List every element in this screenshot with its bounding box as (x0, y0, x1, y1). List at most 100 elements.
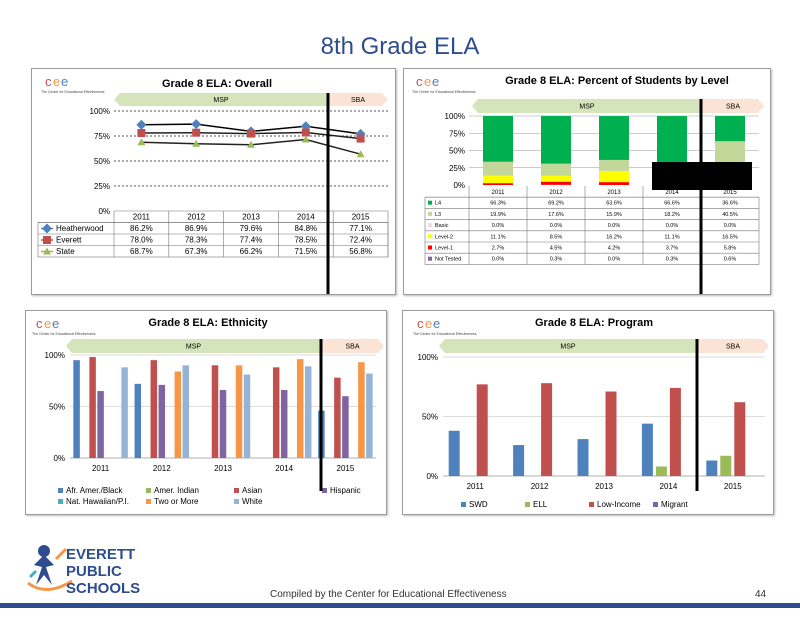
data-label: 0.0% (550, 223, 563, 229)
bar (272, 367, 280, 458)
y-tick-label: 75% (94, 132, 110, 141)
x-tick-label: 2015 (337, 464, 355, 473)
y-tick-label: 25% (94, 182, 110, 191)
y-tick-label: 50% (49, 403, 65, 412)
slide-title: 8th Grade ELA (320, 33, 480, 60)
data-label: 0.3% (550, 257, 563, 263)
bar (342, 396, 349, 458)
data-point (192, 139, 201, 147)
data-label: 0.0% (666, 223, 679, 229)
cee-logo-letter: e (432, 74, 439, 89)
y-tick-label: 50% (422, 413, 438, 422)
bar (182, 365, 190, 458)
legend-label: SWD (469, 500, 488, 509)
data-label: 0.3% (666, 257, 679, 263)
legend-label: Asian (242, 486, 262, 495)
logo-line-2: PUBLIC (66, 563, 122, 580)
x-tick-label: 2011 (467, 482, 485, 491)
legend-label: Afr. Amer./Black (66, 486, 123, 495)
data-label: 0.0% (492, 223, 505, 229)
msp-arrow (472, 99, 702, 113)
bar (158, 384, 166, 458)
bar (513, 445, 525, 476)
logo-line-1: EVERETT (66, 546, 135, 563)
bar (734, 402, 746, 476)
data-label: 67.3% (185, 247, 208, 256)
bar (476, 384, 488, 476)
cee-logo-tagline: The Center for Educational Effectiveness (412, 90, 476, 94)
legend-label: Two or More (154, 497, 199, 506)
msp-label: MSP (186, 344, 202, 351)
bar (706, 460, 718, 476)
data-point (301, 135, 310, 143)
data-point (42, 223, 52, 234)
y-tick-label: 100% (418, 353, 438, 362)
msp-label: MSP (560, 344, 576, 351)
x-tick-label: 2014 (275, 464, 293, 473)
data-point (301, 128, 310, 137)
legend-swatch (428, 200, 432, 205)
chart-panel-level: c e e The Center for Educational Effectiven… (403, 68, 771, 295)
legend-swatch (234, 499, 239, 504)
data-label: 77.1% (349, 224, 372, 233)
sba-arrow (697, 339, 769, 353)
bar-segment (657, 116, 687, 163)
bar (219, 390, 227, 458)
data-point (43, 247, 51, 255)
data-label: 3.7% (666, 246, 679, 252)
legend-label: Nat. Hawaiian/P.I. (66, 497, 129, 506)
bar-segment (541, 115, 571, 164)
data-point (247, 129, 255, 138)
chart-title: Grade 8 ELA: Ethnicity (148, 317, 268, 329)
x-tick-label: 2012 (549, 190, 563, 196)
legend-swatch (428, 234, 432, 239)
data-label: 40.5% (722, 212, 738, 218)
x-tick-label: 2014 (297, 213, 315, 222)
data-label: 4.5% (550, 246, 563, 252)
bar (280, 390, 288, 458)
data-label: 11.1% (490, 234, 505, 240)
bar (304, 366, 312, 458)
legend-swatch (322, 488, 327, 493)
x-tick-label: 2012 (153, 464, 171, 473)
x-tick-label: 2012 (531, 482, 549, 491)
data-label: 19.9% (490, 212, 506, 218)
data-point (356, 134, 365, 143)
bar (669, 387, 681, 476)
bar-segment (483, 183, 513, 185)
legend-label: State (56, 247, 75, 256)
data-label: 36.6% (722, 201, 738, 207)
bar (174, 371, 182, 458)
data-point (43, 236, 51, 244)
x-tick-label: 2013 (242, 213, 260, 222)
y-tick-label: 0% (98, 207, 110, 216)
x-tick-label: 2015 (724, 482, 742, 491)
bar (211, 365, 219, 458)
sba-label: SBA (726, 344, 740, 351)
legend-swatch (146, 488, 151, 493)
y-tick-label: 0% (453, 181, 465, 190)
legend-swatch (428, 245, 432, 250)
data-label: 69.2% (548, 201, 564, 207)
legend-label: Everett (56, 236, 82, 245)
bar-segment (483, 116, 513, 162)
bar (577, 439, 589, 476)
data-label: 84.8% (294, 224, 317, 233)
legend-label: Migrant (661, 500, 688, 509)
bar (448, 430, 460, 476)
data-label: 11.1% (664, 234, 679, 240)
sba-arrow (702, 99, 764, 113)
sba-label: SBA (345, 344, 359, 351)
cee-logo-letter: e (53, 74, 60, 89)
y-tick-label: 50% (94, 157, 110, 166)
data-label: 72.4% (349, 236, 372, 245)
sba-arrow (321, 339, 384, 353)
msp-label: MSP (213, 97, 229, 104)
legend-swatch (653, 502, 658, 507)
bar-segment (483, 161, 513, 176)
